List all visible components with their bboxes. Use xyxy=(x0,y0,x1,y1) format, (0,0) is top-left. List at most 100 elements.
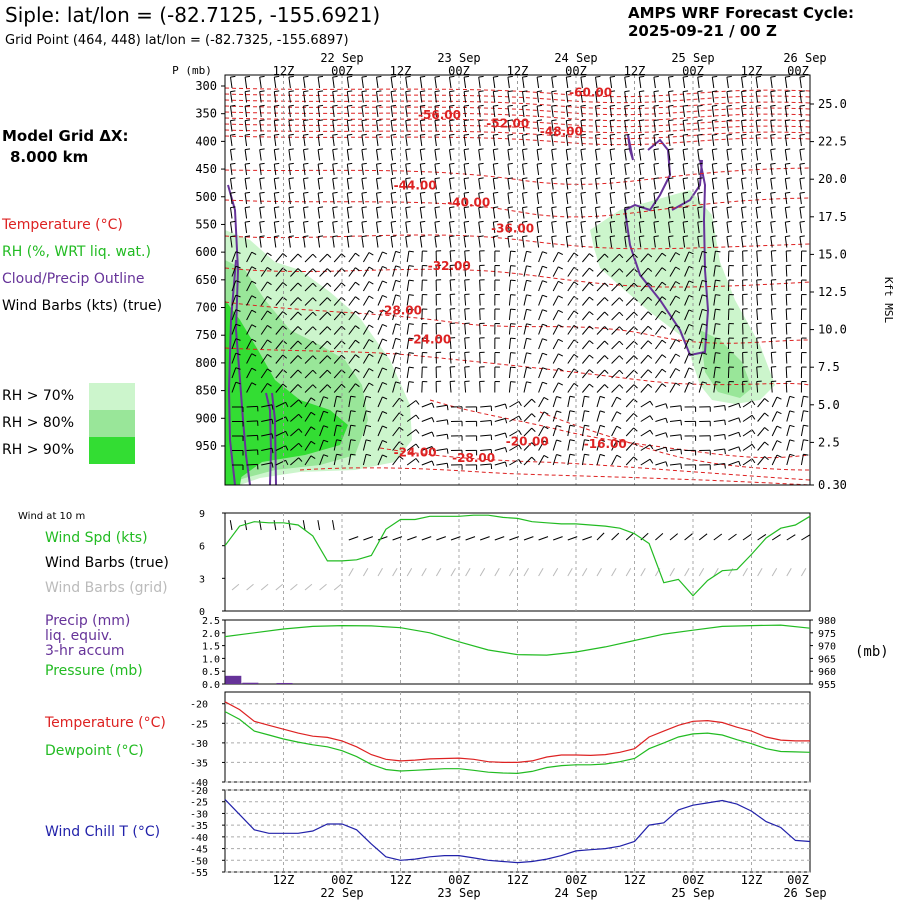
wind-barb-flag xyxy=(526,381,532,384)
wind-barb xyxy=(273,106,277,118)
wind-barb xyxy=(290,413,300,422)
wind-barb xyxy=(332,193,335,205)
wind-barb-flag xyxy=(376,206,382,209)
wind-barb xyxy=(405,120,408,132)
wind-barb-flag xyxy=(604,384,609,389)
wind-barb-flag xyxy=(361,104,367,107)
wind-barb xyxy=(405,193,408,205)
wind-barb-flag xyxy=(259,90,265,93)
wind-barb-flag xyxy=(647,340,653,345)
grid-wind-barb xyxy=(698,567,705,577)
wind-barb xyxy=(492,77,496,89)
bottom-hour-label: 12Z xyxy=(624,873,646,887)
wind-barb xyxy=(609,164,613,176)
wind-barb xyxy=(682,135,686,147)
wind-barb xyxy=(259,178,262,190)
wind-barb-flag xyxy=(688,251,694,255)
wind-barb xyxy=(333,396,337,408)
wind-barb xyxy=(596,268,605,277)
wind-barb xyxy=(655,368,663,379)
wind-barb xyxy=(727,250,730,263)
pressure-y2-tick-label: 965 xyxy=(818,654,836,665)
wind-barb xyxy=(565,120,569,132)
wind-barb-flag xyxy=(382,381,388,385)
wind-barb xyxy=(246,353,253,364)
wind-barb-flag xyxy=(785,191,791,194)
wind-barb-flag xyxy=(382,439,388,443)
wind-barb xyxy=(479,250,481,263)
wind-barb xyxy=(244,520,248,531)
wind-barb xyxy=(260,354,268,364)
y-tick-label: -30 xyxy=(190,739,208,750)
wind-barb-flag xyxy=(259,206,265,209)
wind-barb xyxy=(290,399,300,408)
wind-barb-flag xyxy=(599,410,606,413)
wind-barb-flag xyxy=(580,90,586,93)
wind-barb-flag xyxy=(624,148,630,151)
wind-barb xyxy=(697,222,700,234)
wind-barb-flag xyxy=(398,426,404,431)
temperature-contour xyxy=(224,123,811,134)
wind-barb xyxy=(755,164,759,176)
wind-barb-flag xyxy=(318,220,324,223)
wind-barb xyxy=(261,433,273,437)
temperature-contour xyxy=(224,135,811,146)
wind-barb-flag xyxy=(726,133,732,136)
wind-barb-flag xyxy=(756,104,762,107)
wind-barb xyxy=(390,120,394,132)
temperature-contour-label: -52.00 xyxy=(486,117,529,131)
wind-barb-flag xyxy=(368,281,374,285)
wind-barb xyxy=(434,135,437,147)
wind-barb xyxy=(538,536,549,541)
wind-barb xyxy=(362,295,370,306)
wind-barb xyxy=(494,432,506,437)
wind-barb-flag xyxy=(764,456,769,461)
wind-barb xyxy=(332,91,335,103)
wind-barb-flag xyxy=(633,384,638,389)
wind-barb-flag xyxy=(259,177,265,180)
wind-barb xyxy=(611,425,618,437)
wind-barb xyxy=(567,296,575,306)
wind-barb xyxy=(625,427,634,437)
wind-barb-flag xyxy=(434,191,440,194)
wind-barb-flag xyxy=(510,279,516,282)
wind-barb xyxy=(655,446,667,451)
wind-barb-flag xyxy=(420,90,426,93)
wind-barb-flag xyxy=(288,104,294,107)
height-tick-label: 2.5 xyxy=(818,435,840,449)
wind-barb xyxy=(333,383,342,393)
wind-barb xyxy=(697,77,700,89)
wind-barb xyxy=(726,135,729,147)
wind-barb xyxy=(317,207,321,219)
wind-barb xyxy=(770,149,773,161)
wind-barb xyxy=(726,106,729,118)
wind-barb-flag xyxy=(726,177,732,180)
wind-barb-flag xyxy=(803,424,809,427)
wind-barb xyxy=(770,381,773,393)
wind-barb-flag xyxy=(368,324,374,329)
wind-barb xyxy=(684,251,690,263)
wind-barb xyxy=(333,325,342,335)
wind-barb xyxy=(728,460,739,466)
wind-barb-flag xyxy=(624,133,630,136)
wind-barb xyxy=(784,106,788,118)
grid-wind-barb xyxy=(786,567,792,577)
wind-barb-flag xyxy=(785,133,791,136)
wind-barb xyxy=(582,536,592,541)
wind-barb xyxy=(463,106,467,118)
wind-barb xyxy=(317,77,321,89)
wind-barb xyxy=(275,253,284,263)
wind-barb-flag xyxy=(803,439,809,442)
wind-barb xyxy=(288,207,291,219)
grid-wind-barb xyxy=(771,567,778,577)
wind-barb xyxy=(348,281,356,292)
wind-barb xyxy=(361,149,364,161)
wind-barb xyxy=(230,106,233,118)
wind-barb xyxy=(333,354,342,364)
wind-barb xyxy=(611,440,618,451)
wind-barb xyxy=(684,353,690,364)
wind-barb-flag xyxy=(522,162,528,165)
top-hour-label: 00Z xyxy=(787,64,809,78)
wind-barb-flag xyxy=(556,396,562,399)
wind-barb xyxy=(405,106,408,118)
